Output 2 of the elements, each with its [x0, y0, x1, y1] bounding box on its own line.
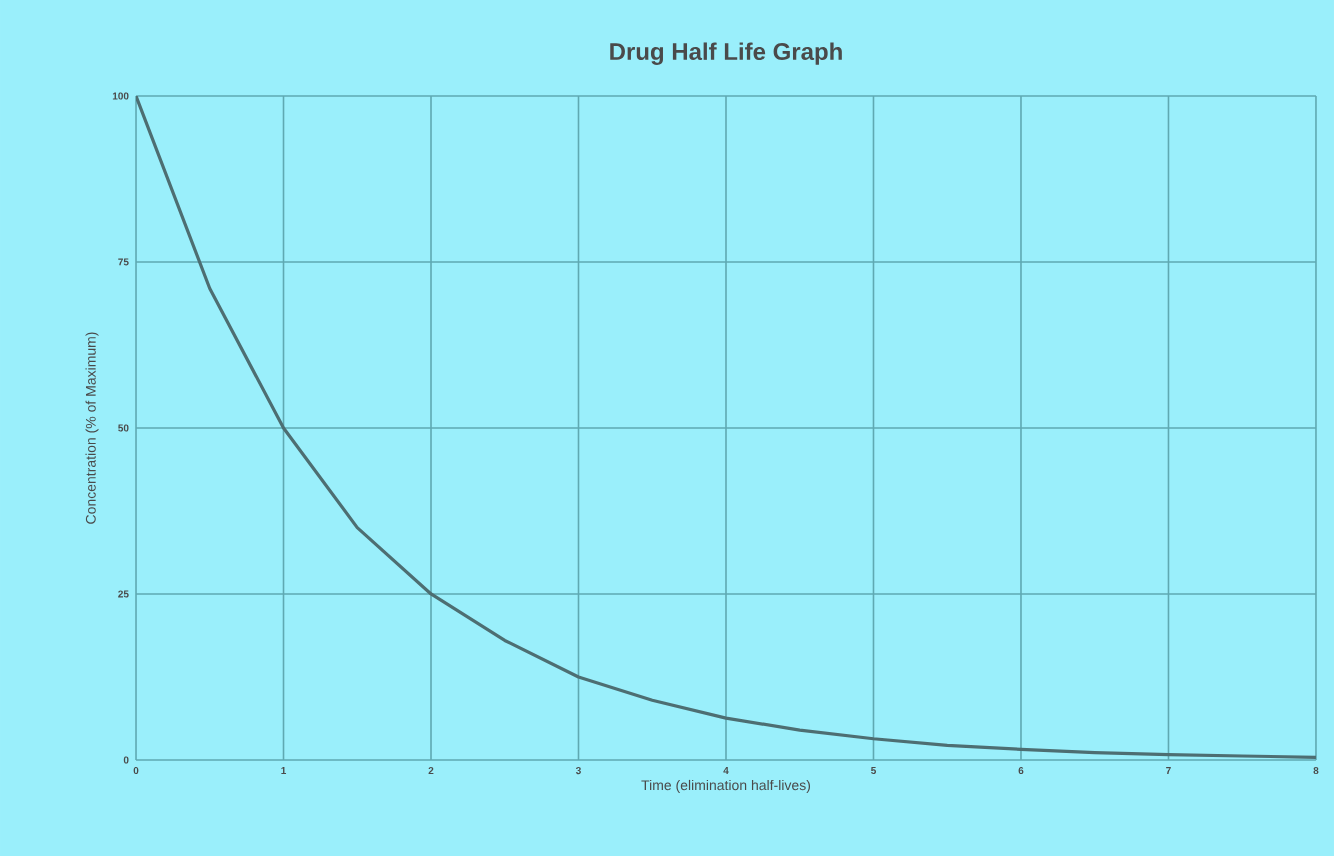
chart-title: Drug Half Life Graph	[610, 42, 842, 65]
line-series	[136, 95, 1316, 759]
